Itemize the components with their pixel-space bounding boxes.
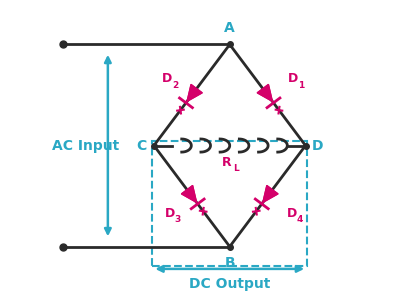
Text: D: D	[312, 139, 324, 152]
Text: L: L	[233, 164, 239, 173]
Text: 1: 1	[298, 81, 304, 90]
Text: DC Output: DC Output	[189, 277, 270, 291]
Polygon shape	[263, 185, 278, 203]
Polygon shape	[187, 84, 202, 101]
Bar	[152, 141, 307, 266]
Polygon shape	[257, 84, 272, 101]
Text: D: D	[164, 207, 175, 220]
Text: D: D	[287, 207, 297, 220]
Text: C: C	[136, 139, 146, 152]
Text: B: B	[224, 256, 235, 270]
Text: D: D	[162, 72, 172, 85]
Text: D: D	[288, 72, 298, 85]
Text: AC Input: AC Input	[52, 139, 119, 152]
Text: R: R	[222, 156, 232, 169]
Text: 4: 4	[296, 215, 303, 224]
Text: 2: 2	[172, 81, 179, 90]
Text: 3: 3	[175, 215, 181, 224]
Polygon shape	[182, 185, 197, 203]
Text: A: A	[224, 21, 235, 35]
